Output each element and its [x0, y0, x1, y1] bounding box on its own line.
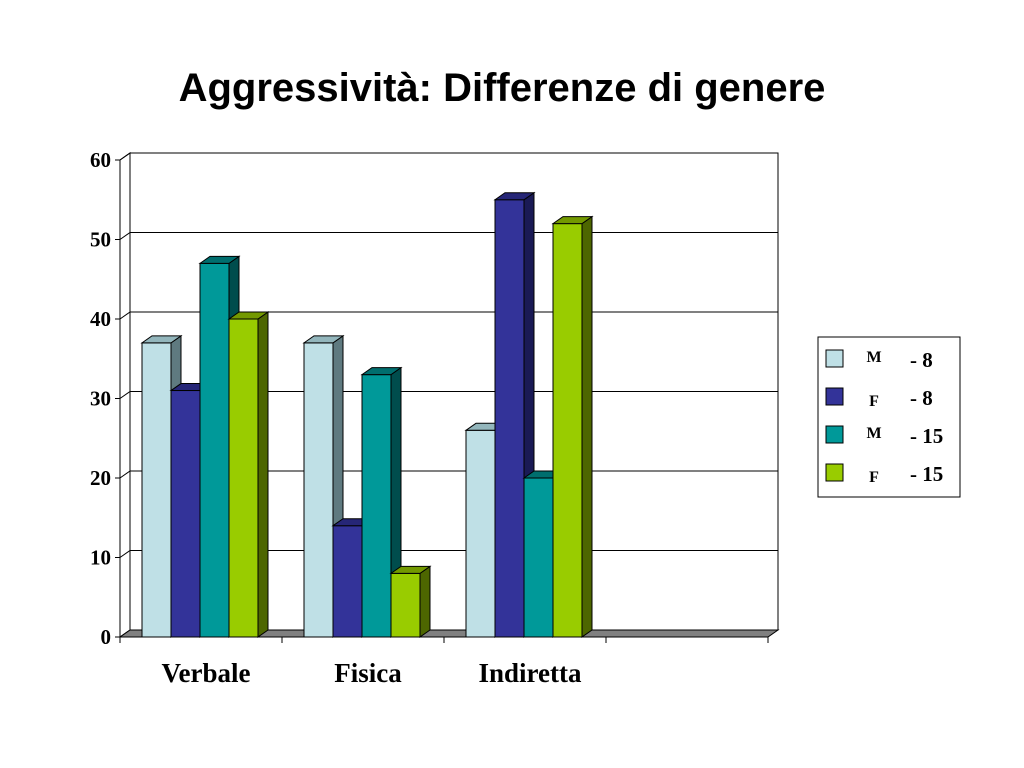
gridline-side	[119, 550, 131, 558]
bar-side	[257, 311, 269, 638]
bar	[227, 311, 270, 638]
legend-label: - 8	[910, 348, 933, 372]
bar-front	[228, 318, 259, 638]
bar-front	[390, 572, 421, 638]
bar-front	[361, 374, 392, 638]
x-category-label: Indiretta	[478, 658, 582, 688]
legend-letter: F	[869, 393, 879, 410]
bar-front	[170, 390, 201, 638]
bar-front	[199, 262, 230, 638]
y-tick-label: 10	[90, 546, 111, 570]
legend-swatch	[825, 425, 844, 444]
bar-front	[494, 199, 525, 638]
bar-front	[141, 342, 172, 638]
bar-front	[523, 477, 554, 638]
gridline-side	[119, 311, 131, 320]
y-tick-label: 60	[90, 148, 111, 172]
gridline-side	[119, 152, 131, 161]
legend-swatch	[825, 349, 844, 368]
y-tick-labels: 0 10 20 30 40 50 60	[90, 148, 111, 649]
bar	[551, 215, 594, 638]
bar-side	[419, 565, 431, 638]
bar-front	[303, 342, 334, 638]
x-category-label: Fisica	[334, 658, 402, 688]
legend-label: - 15	[910, 462, 943, 486]
bar-side	[581, 215, 593, 638]
bar-top	[551, 216, 594, 225]
bar-front	[332, 525, 363, 638]
bar-top	[140, 335, 183, 344]
chart-title: Aggressività: Differenze di genere	[178, 66, 826, 110]
bar-front	[552, 223, 583, 638]
bar	[360, 366, 403, 638]
x-category-labels: Verbale Fisica Indiretta	[162, 658, 582, 688]
gridline-side	[119, 232, 131, 240]
gridline-side	[119, 470, 131, 479]
legend-swatch	[825, 387, 844, 406]
bar-top	[493, 192, 536, 201]
bar-top	[227, 311, 270, 320]
legend-label: - 8	[910, 386, 933, 410]
legend-letter: M	[866, 425, 881, 442]
y-tick-label: 40	[90, 307, 111, 331]
legend-label: - 15	[910, 424, 943, 448]
bar-top	[389, 565, 432, 574]
legend: M - 8 F - 8 M - 15 F - 15	[817, 336, 961, 498]
bar-top	[198, 255, 241, 264]
legend-swatch	[825, 463, 844, 482]
bar-top	[302, 335, 345, 344]
bar	[389, 565, 432, 638]
legend-letter: M	[866, 349, 881, 366]
y-tick-label: 30	[90, 387, 111, 411]
legend-letter: F	[869, 469, 879, 486]
bar-top	[360, 367, 403, 376]
bars	[140, 191, 594, 638]
bar-front	[465, 429, 496, 638]
x-category-label: Verbale	[162, 658, 251, 688]
gridline-side	[119, 391, 131, 399]
y-tick-label: 50	[90, 228, 111, 252]
y-tick-label: 20	[90, 466, 111, 490]
y-tick-label: 0	[101, 625, 112, 649]
